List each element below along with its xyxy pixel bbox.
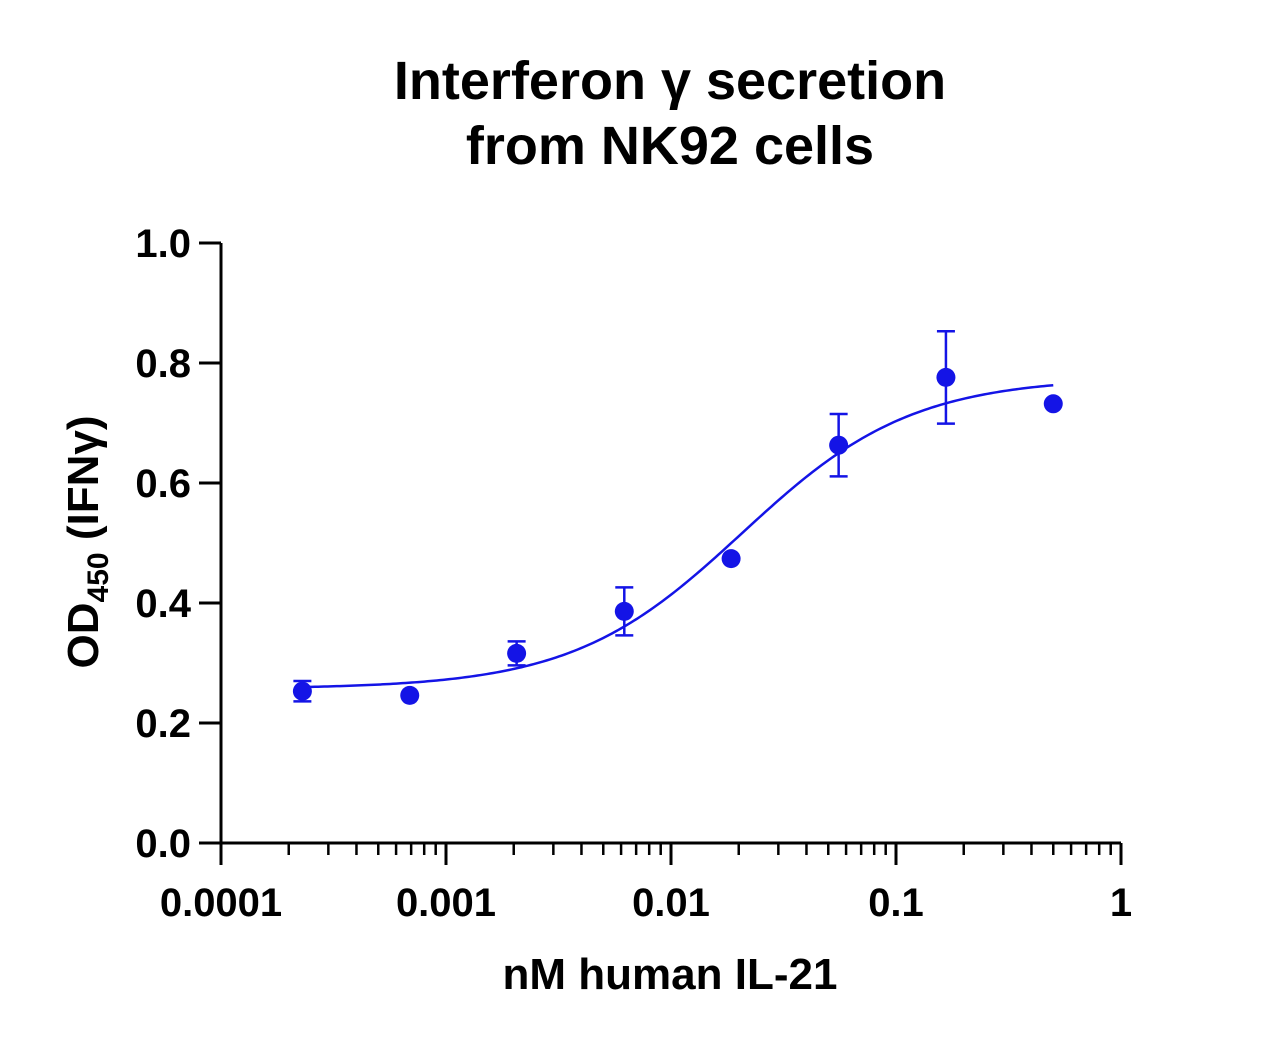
y-tick-label: 0.6: [135, 462, 191, 506]
y-axis-title: OD450 (IFNγ): [59, 416, 115, 669]
x-tick-label: 0.1: [868, 881, 924, 925]
data-point: [400, 685, 420, 705]
data-point: [721, 549, 741, 569]
x-tick-label: 1: [1110, 881, 1132, 925]
y-axis-title-main: OD: [59, 602, 108, 668]
chart-title-line-2: from NK92 cells: [466, 116, 874, 176]
y-axis-title-suffix: (IFNγ): [59, 416, 108, 553]
y-tick-label: 0.4: [135, 582, 191, 626]
fit-curve-line: [302, 383, 1054, 689]
x-tick-label: 0.0001: [160, 881, 282, 925]
x-tick-label: 0.01: [632, 881, 710, 925]
y-tick-label: 0.2: [135, 702, 191, 746]
data-point: [614, 601, 634, 621]
y-tick-label: 1.0: [135, 222, 191, 266]
y-tick-label: 0.0: [135, 822, 191, 866]
y-axis-title-subscript: 450: [82, 552, 115, 602]
data-point: [507, 643, 527, 663]
y-tick-label: 0.8: [135, 342, 191, 386]
data-point: [829, 435, 849, 455]
data-point: [1043, 394, 1063, 414]
data-point: [936, 367, 956, 387]
plot-layer: 0.0 0.2 0.4 0.6 0.8 1.0 0.0001 0.001 0.01 0.1 1: [135, 222, 1132, 925]
x-axis-title: nM human IL-21: [503, 950, 838, 999]
chart-title-line-1: Interferon γ secretion: [394, 51, 946, 111]
data-point: [292, 681, 312, 701]
x-tick-label: 0.001: [396, 881, 496, 925]
